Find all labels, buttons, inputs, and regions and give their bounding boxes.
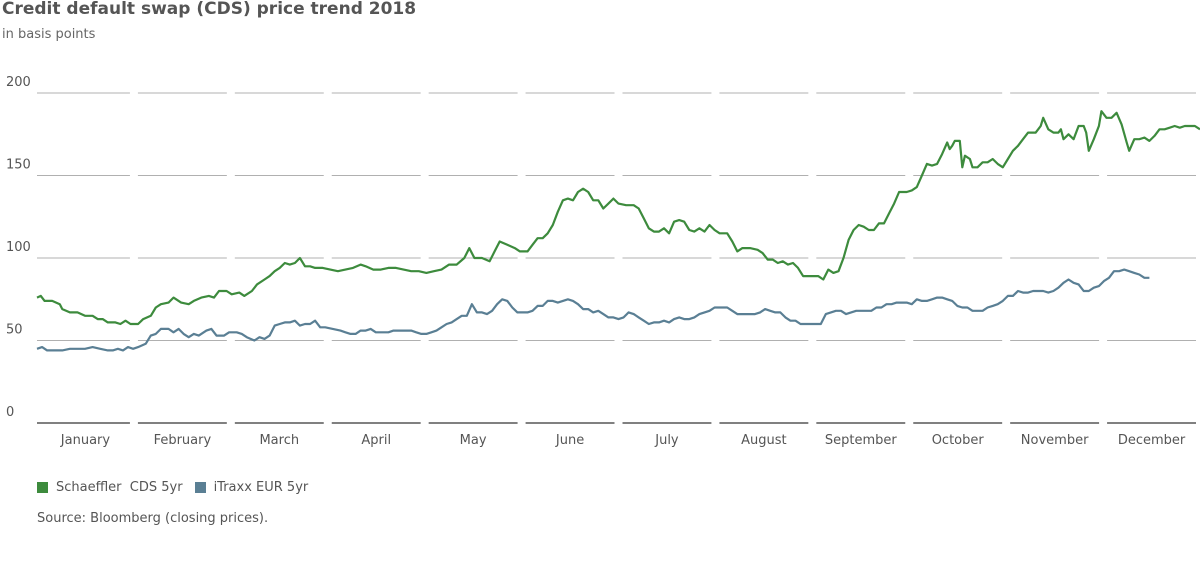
- x-tick-label-june: June: [555, 433, 584, 448]
- y-tick-label-100: 100: [6, 240, 31, 255]
- y-tick-label-200: 200: [6, 75, 31, 90]
- legend-item-itraxx: iTraxx EUR 5yr: [194, 480, 309, 495]
- x-tick-label-may: May: [460, 433, 487, 448]
- x-tick-label-march: March: [259, 433, 299, 448]
- x-tick-label-november: November: [1021, 433, 1089, 448]
- x-tick-label-february: February: [154, 433, 212, 448]
- legend-label-schaeffler: Schaeffler CDS 5yr: [56, 480, 183, 495]
- legend-swatch-itraxx: [194, 482, 206, 493]
- chart-legend: Schaeffler CDS 5yr iTraxx EUR 5yr: [37, 480, 320, 495]
- source-note: Source: Bloomberg (closing prices).: [37, 511, 269, 526]
- cds-line-chart: 200 150 100 50 0 January February March April May…: [6, 75, 1200, 448]
- y-tick-label-150: 150: [6, 158, 31, 173]
- chart-subtitle: in basis points: [2, 27, 96, 42]
- x-tick-label-july: July: [654, 433, 679, 448]
- x-tick-label-august: August: [741, 433, 787, 448]
- series-line-schaeffler: [36, 110, 1200, 326]
- x-tick-label-september: September: [825, 433, 898, 448]
- chart-title: Credit default swap (CDS) price trend 20…: [2, 0, 417, 19]
- legend-item-schaeffler: Schaeffler CDS 5yr: [37, 480, 183, 495]
- x-tick-label-october: October: [932, 433, 985, 448]
- series-line-itraxx: [36, 268, 1150, 352]
- x-tick-label-january: January: [60, 433, 111, 448]
- x-tick-label-december: December: [1118, 433, 1186, 448]
- legend-swatch-schaeffler: [37, 482, 48, 493]
- x-tick-label-april: April: [361, 433, 391, 448]
- y-tick-label-0: 0: [6, 405, 14, 420]
- legend-label-itraxx: iTraxx EUR 5yr: [213, 480, 309, 495]
- y-tick-label-50: 50: [6, 323, 23, 338]
